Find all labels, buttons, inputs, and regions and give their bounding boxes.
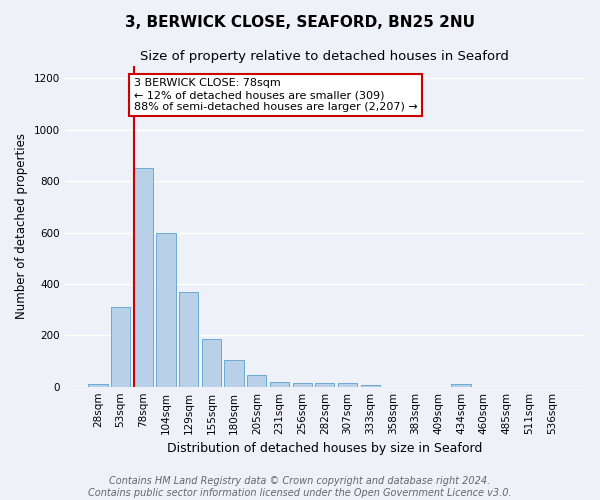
Text: 3, BERWICK CLOSE, SEAFORD, BN25 2NU: 3, BERWICK CLOSE, SEAFORD, BN25 2NU <box>125 15 475 30</box>
Bar <box>88 384 107 386</box>
Bar <box>270 382 289 386</box>
Bar <box>315 383 334 386</box>
Y-axis label: Number of detached properties: Number of detached properties <box>15 133 28 319</box>
Title: Size of property relative to detached houses in Seaford: Size of property relative to detached ho… <box>140 50 509 63</box>
Bar <box>157 232 176 386</box>
Bar <box>338 383 357 386</box>
X-axis label: Distribution of detached houses by size in Seaford: Distribution of detached houses by size … <box>167 442 482 455</box>
Bar <box>179 292 199 386</box>
Bar <box>247 375 266 386</box>
Text: Contains HM Land Registry data © Crown copyright and database right 2024.
Contai: Contains HM Land Registry data © Crown c… <box>88 476 512 498</box>
Bar <box>202 339 221 386</box>
Bar <box>224 360 244 386</box>
Bar <box>111 307 130 386</box>
Bar <box>451 384 470 386</box>
Bar <box>361 384 380 386</box>
Text: 3 BERWICK CLOSE: 78sqm
← 12% of detached houses are smaller (309)
88% of semi-de: 3 BERWICK CLOSE: 78sqm ← 12% of detached… <box>134 78 418 112</box>
Bar <box>134 168 153 386</box>
Bar <box>293 383 312 386</box>
